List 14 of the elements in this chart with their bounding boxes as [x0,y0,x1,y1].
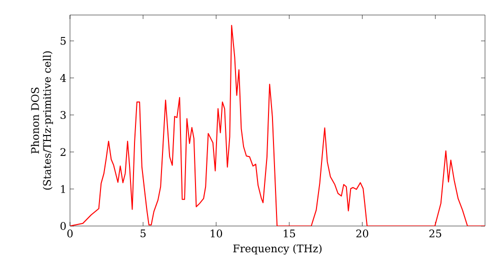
x-tick-label: 20 [356,230,368,238]
x-tick-label: 10 [210,230,222,238]
y-tick-label: 0 [60,222,66,230]
x-tick-label: 15 [284,230,296,238]
y-axis-title: Phonon DOS (States/THz·primitive cell) [30,51,53,190]
y-tick-label: 3 [60,110,66,119]
x-tick-label: 25 [429,230,442,238]
y-tick-label: 4 [60,74,66,82]
y-tick-label: 2 [60,148,66,156]
y-tick-label: 1 [61,185,65,193]
x-tick-label: 0 [67,230,73,238]
x-tick-label: 5 [140,230,146,238]
y-tick-label: 5 [60,37,66,45]
x-axis-title: Frequency (THz) [233,244,322,255]
